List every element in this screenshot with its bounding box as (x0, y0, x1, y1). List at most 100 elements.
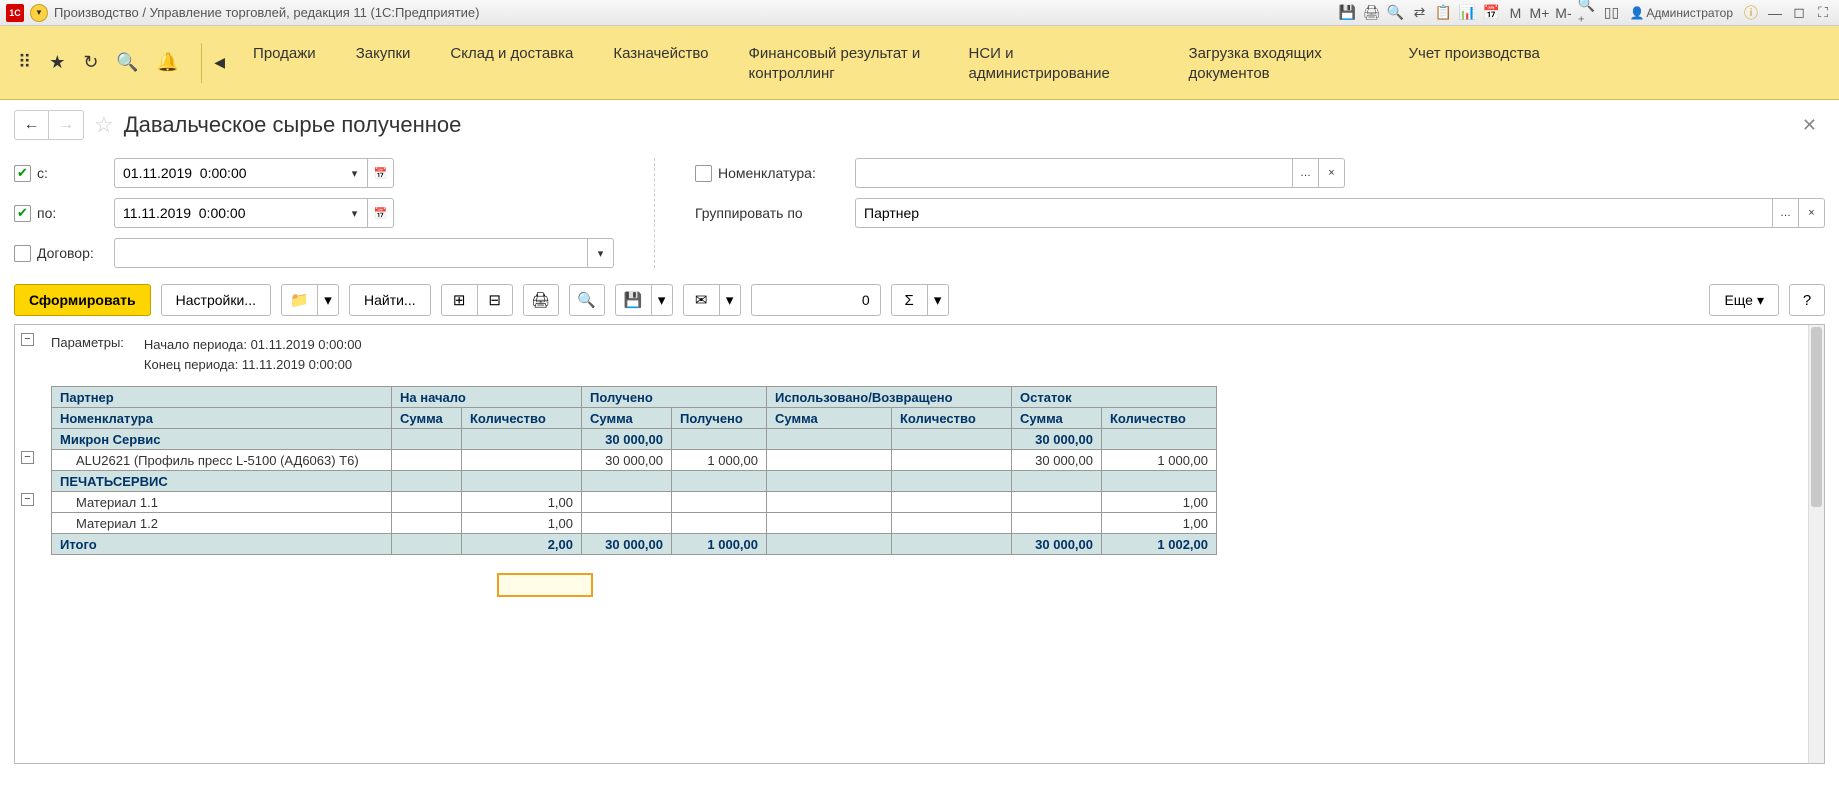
cell[interactable] (672, 492, 767, 513)
email-dropdown[interactable]: ▾ (719, 284, 741, 316)
cell[interactable] (1102, 471, 1217, 492)
cell[interactable] (672, 471, 767, 492)
header-cell[interactable]: Получено (582, 387, 767, 408)
from-date-dropdown[interactable]: ▾ (342, 158, 368, 188)
cell[interactable]: Материал 1.1 (52, 492, 392, 513)
cell[interactable] (767, 513, 892, 534)
nav-warehouse[interactable]: Склад и доставка (450, 44, 573, 64)
cell[interactable] (892, 471, 1012, 492)
cell[interactable]: 1 000,00 (1102, 450, 1217, 471)
nomenclature-clear[interactable]: × (1319, 158, 1345, 188)
sigma-button[interactable]: Σ (891, 284, 927, 316)
cell[interactable] (672, 429, 767, 450)
history-icon[interactable]: ↻ (83, 52, 98, 73)
memory-m-plus[interactable]: M+ (1529, 3, 1549, 23)
help-button[interactable]: ? (1789, 284, 1825, 316)
cell[interactable]: 2,00 (462, 534, 582, 555)
cell[interactable] (892, 534, 1012, 555)
cell[interactable] (892, 492, 1012, 513)
cell[interactable]: Итого (52, 534, 392, 555)
cell[interactable] (672, 513, 767, 534)
save-report-dropdown[interactable]: ▾ (651, 284, 673, 316)
cell[interactable] (462, 471, 582, 492)
zoom-icon[interactable]: 🔍⁺ (1577, 3, 1597, 23)
generate-button[interactable]: Сформировать (14, 284, 151, 316)
to-date-picker[interactable]: 📅 (368, 198, 394, 228)
nav-incoming-docs[interactable]: Загрузка входящих документов (1189, 44, 1369, 83)
restore-icon[interactable]: ◻ (1789, 3, 1809, 23)
cell[interactable]: ПЕЧАТЬСЕРВИС (52, 471, 392, 492)
cell[interactable]: 1,00 (1102, 492, 1217, 513)
header-cell[interactable]: Получено (672, 408, 767, 429)
cell[interactable]: 30 000,00 (1012, 534, 1102, 555)
more-button[interactable]: Еще ▾ (1709, 284, 1779, 316)
nav-forward-button[interactable]: → (49, 111, 83, 139)
nomenclature-input[interactable] (855, 158, 1293, 188)
search-icon[interactable]: 🔍 (116, 52, 138, 73)
header-cell[interactable]: Партнер (52, 387, 392, 408)
cell[interactable] (1102, 429, 1217, 450)
sigma-dropdown[interactable]: ▾ (927, 284, 949, 316)
apps-icon[interactable]: ⠿ (18, 52, 31, 73)
app-menu-dropdown[interactable]: ▼ (30, 4, 48, 22)
cell[interactable] (892, 429, 1012, 450)
to-checkbox[interactable] (14, 205, 31, 222)
cell[interactable] (462, 429, 582, 450)
calc-icon[interactable]: 📊 (1457, 3, 1477, 23)
panels-icon[interactable]: ▯▯ (1601, 3, 1621, 23)
cell[interactable] (392, 429, 462, 450)
cell[interactable]: ALU2621 (Профиль пресс L-5100 (АД6063) Т… (52, 450, 392, 471)
cell[interactable] (767, 429, 892, 450)
nav-back-button[interactable]: ← (15, 111, 49, 139)
preview-button[interactable]: 🔍 (569, 284, 605, 316)
find-button[interactable]: Найти... (349, 284, 431, 316)
header-cell[interactable]: Количество (462, 408, 582, 429)
nav-scroll-left[interactable]: ◀ (206, 54, 233, 71)
cell[interactable]: 30 000,00 (582, 450, 672, 471)
cell[interactable]: 30 000,00 (1012, 450, 1102, 471)
cell[interactable] (582, 492, 672, 513)
nav-nsi[interactable]: НСИ и администрирование (969, 44, 1149, 83)
cell[interactable] (392, 534, 462, 555)
to-date-dropdown[interactable]: ▾ (342, 198, 368, 228)
settings-button[interactable]: Настройки... (161, 284, 271, 316)
save-icon[interactable]: 💾 (1337, 3, 1357, 23)
notifications-icon[interactable]: 🔔 (157, 52, 179, 73)
cell[interactable] (892, 450, 1012, 471)
email-button[interactable]: ✉ (683, 284, 719, 316)
group-by-input[interactable] (855, 198, 1773, 228)
sum-input[interactable] (751, 284, 881, 316)
info-icon[interactable]: ⓘ (1741, 3, 1761, 23)
cell[interactable] (582, 471, 672, 492)
cell[interactable] (462, 450, 582, 471)
header-cell[interactable]: На начало (392, 387, 582, 408)
cell[interactable]: 30 000,00 (582, 534, 672, 555)
header-cell[interactable]: Сумма (582, 408, 672, 429)
calendar-icon[interactable]: 📅 (1481, 3, 1501, 23)
cell[interactable] (767, 471, 892, 492)
from-checkbox[interactable] (14, 165, 31, 182)
contract-input[interactable] (114, 238, 588, 268)
memory-m[interactable]: M (1505, 3, 1525, 23)
cell[interactable] (1012, 471, 1102, 492)
to-date-input[interactable] (114, 198, 342, 228)
nav-treasury[interactable]: Казначейство (613, 44, 708, 64)
cell[interactable] (392, 471, 462, 492)
cell[interactable]: 1,00 (462, 513, 582, 534)
cell[interactable]: Материал 1.2 (52, 513, 392, 534)
preview-icon[interactable]: 🔍 (1385, 3, 1405, 23)
contract-checkbox[interactable] (14, 245, 31, 262)
variants-button[interactable]: 📁 (281, 284, 317, 316)
cell[interactable] (392, 492, 462, 513)
group-by-clear[interactable]: × (1799, 198, 1825, 228)
save-report-button[interactable]: 💾 (615, 284, 651, 316)
nomenclature-checkbox[interactable] (695, 165, 712, 182)
cell[interactable] (1012, 513, 1102, 534)
cell[interactable] (582, 513, 672, 534)
compare-icon[interactable]: ⇄ (1409, 3, 1429, 23)
cell[interactable]: 1 000,00 (672, 450, 767, 471)
cell[interactable] (767, 534, 892, 555)
cell[interactable] (892, 513, 1012, 534)
header-cell[interactable]: Сумма (1012, 408, 1102, 429)
from-date-input[interactable] (114, 158, 342, 188)
